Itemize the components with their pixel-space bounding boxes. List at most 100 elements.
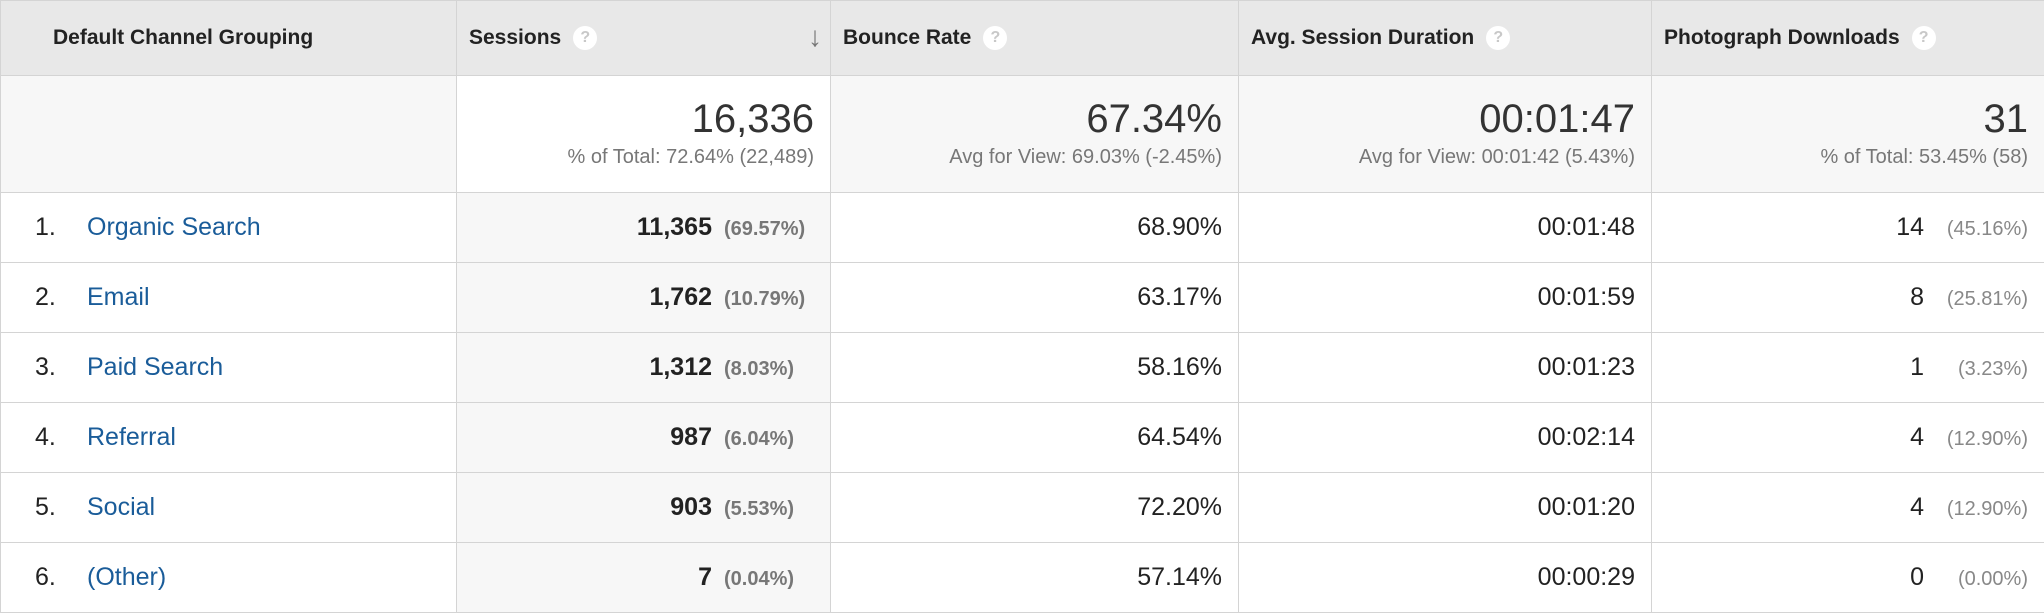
sessions-cell: 987 (6.04%) xyxy=(456,402,831,473)
bounce-rate-value: 63.17% xyxy=(1137,283,1222,311)
duration-cell: 00:01:48 xyxy=(1238,192,1652,263)
total-downloads-value: 31 xyxy=(1983,97,2029,141)
total-duration-sub: Avg for View: 00:01:42 (5.43%) xyxy=(1358,146,1635,168)
header-row: Default Channel Grouping Sessions? ↓ Boun… xyxy=(0,0,2044,76)
duration-cell: 00:01:23 xyxy=(1238,332,1652,403)
sort-descending-arrow-icon[interactable]: ↓ xyxy=(808,21,822,52)
downloads-value: 4 xyxy=(1910,423,1924,451)
help-circle-icon[interactable]: ? xyxy=(1911,26,1936,51)
sessions-percent: (8.03%) xyxy=(724,358,795,380)
downloads-value: 1 xyxy=(1910,353,1924,381)
column-header-label: Photograph Downloads xyxy=(1664,25,1900,49)
bounce-rate-value: 58.16% xyxy=(1137,353,1222,381)
sessions-value: 7 xyxy=(698,563,712,591)
column-header-sessions[interactable]: Sessions? ↓ xyxy=(456,0,831,76)
channel-cell: 1. Organic Search xyxy=(0,192,457,263)
row-index: 4. xyxy=(35,423,56,451)
channel-link[interactable]: Social xyxy=(87,493,156,521)
help-circle-icon[interactable]: ? xyxy=(983,26,1008,51)
downloads-value: 14 xyxy=(1896,213,1924,241)
bounce-rate-cell: 64.54% xyxy=(830,402,1239,473)
channel-link[interactable]: Organic Search xyxy=(87,213,261,241)
duration-value: 00:01:20 xyxy=(1537,493,1635,521)
table-row: 5. Social 903 (5.53%) 72.20% 00:01:20 4 (12.90%… xyxy=(0,472,2044,543)
sessions-cell: 1,762 (10.79%) xyxy=(456,262,831,333)
downloads-percent: (12.90%) xyxy=(1946,498,2028,520)
total-sessions-value: 16,336 xyxy=(691,97,814,141)
row-index: 2. xyxy=(35,283,56,311)
bounce-rate-cell: 72.20% xyxy=(830,472,1239,543)
downloads-percent: (0.00%) xyxy=(1957,568,2028,590)
downloads-value: 4 xyxy=(1910,493,1924,521)
downloads-percent: (45.16%) xyxy=(1946,218,2028,240)
sessions-percent: (10.79%) xyxy=(724,288,806,310)
sessions-value: 987 xyxy=(670,423,712,451)
downloads-percent: (3.23%) xyxy=(1957,358,2028,380)
sessions-percent: (69.57%) xyxy=(724,218,806,240)
column-header-label: Avg. Session Duration xyxy=(1251,25,1475,49)
channel-link[interactable]: (Other) xyxy=(87,563,167,591)
total-sessions-cell: 16,336 % of Total: 72.64% (22,489) xyxy=(456,75,831,193)
column-header-bounce-rate[interactable]: Bounce Rate? xyxy=(830,0,1239,76)
duration-cell: 00:01:20 xyxy=(1238,472,1652,543)
sessions-cell: 7 (0.04%) xyxy=(456,542,831,613)
duration-cell: 00:01:59 xyxy=(1238,262,1652,333)
bounce-rate-cell: 57.14% xyxy=(830,542,1239,613)
help-circle-icon[interactable]: ? xyxy=(1486,26,1511,51)
bounce-rate-value: 57.14% xyxy=(1137,563,1222,591)
channel-cell: 2. Email xyxy=(0,262,457,333)
column-header-avg-session-duration[interactable]: Avg. Session Duration? xyxy=(1238,0,1652,76)
sessions-value: 1,762 xyxy=(649,283,712,311)
channel-cell: 4. Referral xyxy=(0,402,457,473)
downloads-percent: (25.81%) xyxy=(1946,288,2028,310)
table-row: 3. Paid Search 1,312 (8.03%) 58.16% 00:01:23 1… xyxy=(0,332,2044,403)
downloads-cell: 0 (0.00%) xyxy=(1651,542,2044,613)
bounce-rate-value: 64.54% xyxy=(1137,423,1222,451)
sessions-cell: 11,365 (69.57%) xyxy=(456,192,831,263)
sessions-value: 903 xyxy=(670,493,712,521)
sessions-value: 11,365 xyxy=(636,213,712,241)
total-bounce-sub: Avg for View: 69.03% (-2.45%) xyxy=(949,146,1222,168)
duration-value: 00:02:14 xyxy=(1537,423,1635,451)
downloads-value: 0 xyxy=(1910,563,1924,591)
help-circle-icon[interactable]: ? xyxy=(573,26,598,51)
channel-cell: 6. (Other) xyxy=(0,542,457,613)
sessions-value: 1,312 xyxy=(649,353,712,381)
bounce-rate-cell: 63.17% xyxy=(830,262,1239,333)
downloads-cell: 4 (12.90%) xyxy=(1651,402,2044,473)
column-header-label: Bounce Rate xyxy=(843,25,972,49)
table-row: 1. Organic Search 11,365 (69.57%) 68.90% 00:0… xyxy=(0,192,2044,263)
totals-row: 16,336 % of Total: 72.64% (22,489) 67.34… xyxy=(0,75,2044,193)
channel-link[interactable]: Email xyxy=(87,283,150,311)
total-downloads-sub: % of Total: 53.45% (58) xyxy=(1820,146,2028,168)
column-header-channel[interactable]: Default Channel Grouping xyxy=(0,0,457,76)
total-duration-cell: 00:01:47 Avg for View: 00:01:42 (5.43%) xyxy=(1238,75,1652,193)
table-row: 2. Email 1,762 (10.79%) 63.17% 00:01:59 8 (25.8… xyxy=(0,262,2044,333)
column-header-photograph-downloads[interactable]: Photograph Downloads? xyxy=(1651,0,2044,76)
downloads-cell: 4 (12.90%) xyxy=(1651,472,2044,543)
sessions-percent: (5.53%) xyxy=(724,498,795,520)
sessions-percent: (6.04%) xyxy=(724,428,795,450)
table-row: 6. (Other) 7 (0.04%) 57.14% 00:00:29 0 (0.00%) xyxy=(0,542,2044,613)
row-index: 5. xyxy=(35,493,56,521)
total-bounce-cell: 67.34% Avg for View: 69.03% (-2.45%) xyxy=(830,75,1239,193)
channel-link[interactable]: Paid Search xyxy=(87,353,224,381)
duration-cell: 00:02:14 xyxy=(1238,402,1652,473)
bounce-rate-cell: 58.16% xyxy=(830,332,1239,403)
bounce-rate-value: 68.90% xyxy=(1137,213,1222,241)
duration-value: 00:00:29 xyxy=(1537,563,1635,591)
bounce-rate-value: 72.20% xyxy=(1137,493,1222,521)
downloads-value: 8 xyxy=(1910,283,1924,311)
row-index: 3. xyxy=(35,353,56,381)
row-index: 6. xyxy=(35,563,56,591)
column-header-label: Default Channel Grouping xyxy=(53,26,314,49)
downloads-cell: 14 (45.16%) xyxy=(1651,192,2044,263)
total-downloads-cell: 31 % of Total: 53.45% (58) xyxy=(1651,75,2044,193)
row-index: 1. xyxy=(35,213,56,241)
downloads-percent: (12.90%) xyxy=(1946,428,2028,450)
duration-value: 00:01:23 xyxy=(1537,353,1635,381)
bounce-rate-cell: 68.90% xyxy=(830,192,1239,263)
channel-link[interactable]: Referral xyxy=(87,423,176,451)
channel-cell: 5. Social xyxy=(0,472,457,543)
